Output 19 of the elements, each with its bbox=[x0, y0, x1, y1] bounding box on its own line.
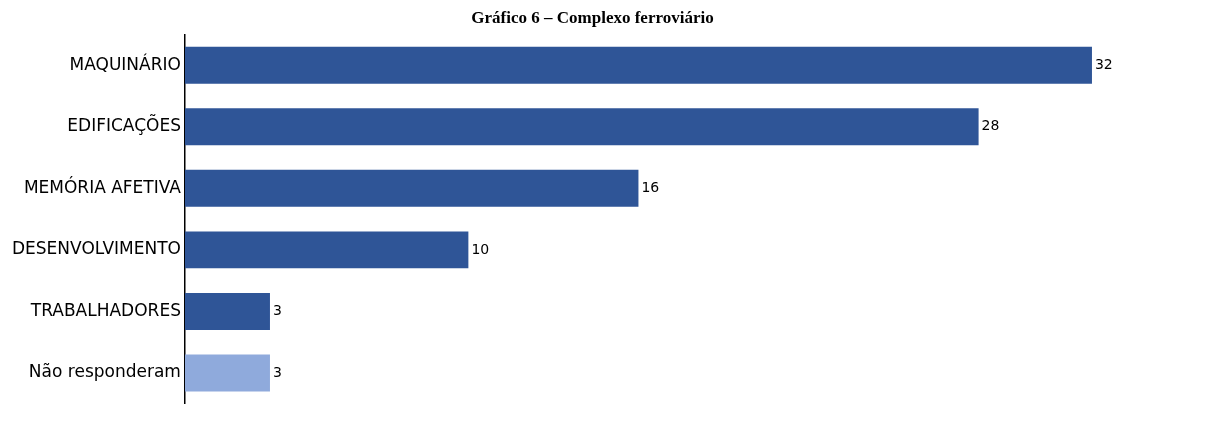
y-tick-label: TRABALHADORES bbox=[29, 299, 181, 320]
y-tick-label: EDIFICAÇÕES bbox=[67, 114, 181, 136]
bar bbox=[184, 354, 270, 392]
bar bbox=[184, 169, 639, 207]
data-label: 32 bbox=[1094, 55, 1113, 72]
y-tick-label: Não responderam bbox=[28, 361, 181, 382]
data-label: 3 bbox=[272, 363, 282, 380]
chart-title: Gráfico 6 – Complexo ferroviário bbox=[471, 7, 714, 27]
bar bbox=[184, 292, 270, 330]
data-label: 28 bbox=[981, 117, 1000, 134]
y-tick-label: DESENVOLVIMENTO bbox=[11, 238, 181, 259]
bar bbox=[184, 108, 979, 146]
data-label: 10 bbox=[471, 240, 490, 257]
data-label: 3 bbox=[272, 302, 282, 319]
bar bbox=[184, 46, 1092, 84]
y-tick-label: MEMÓRIA AFETIVA bbox=[23, 175, 182, 197]
y-tick-label: MAQUINÁRIO bbox=[69, 52, 181, 74]
data-label: 16 bbox=[641, 178, 660, 195]
bar bbox=[184, 231, 469, 269]
